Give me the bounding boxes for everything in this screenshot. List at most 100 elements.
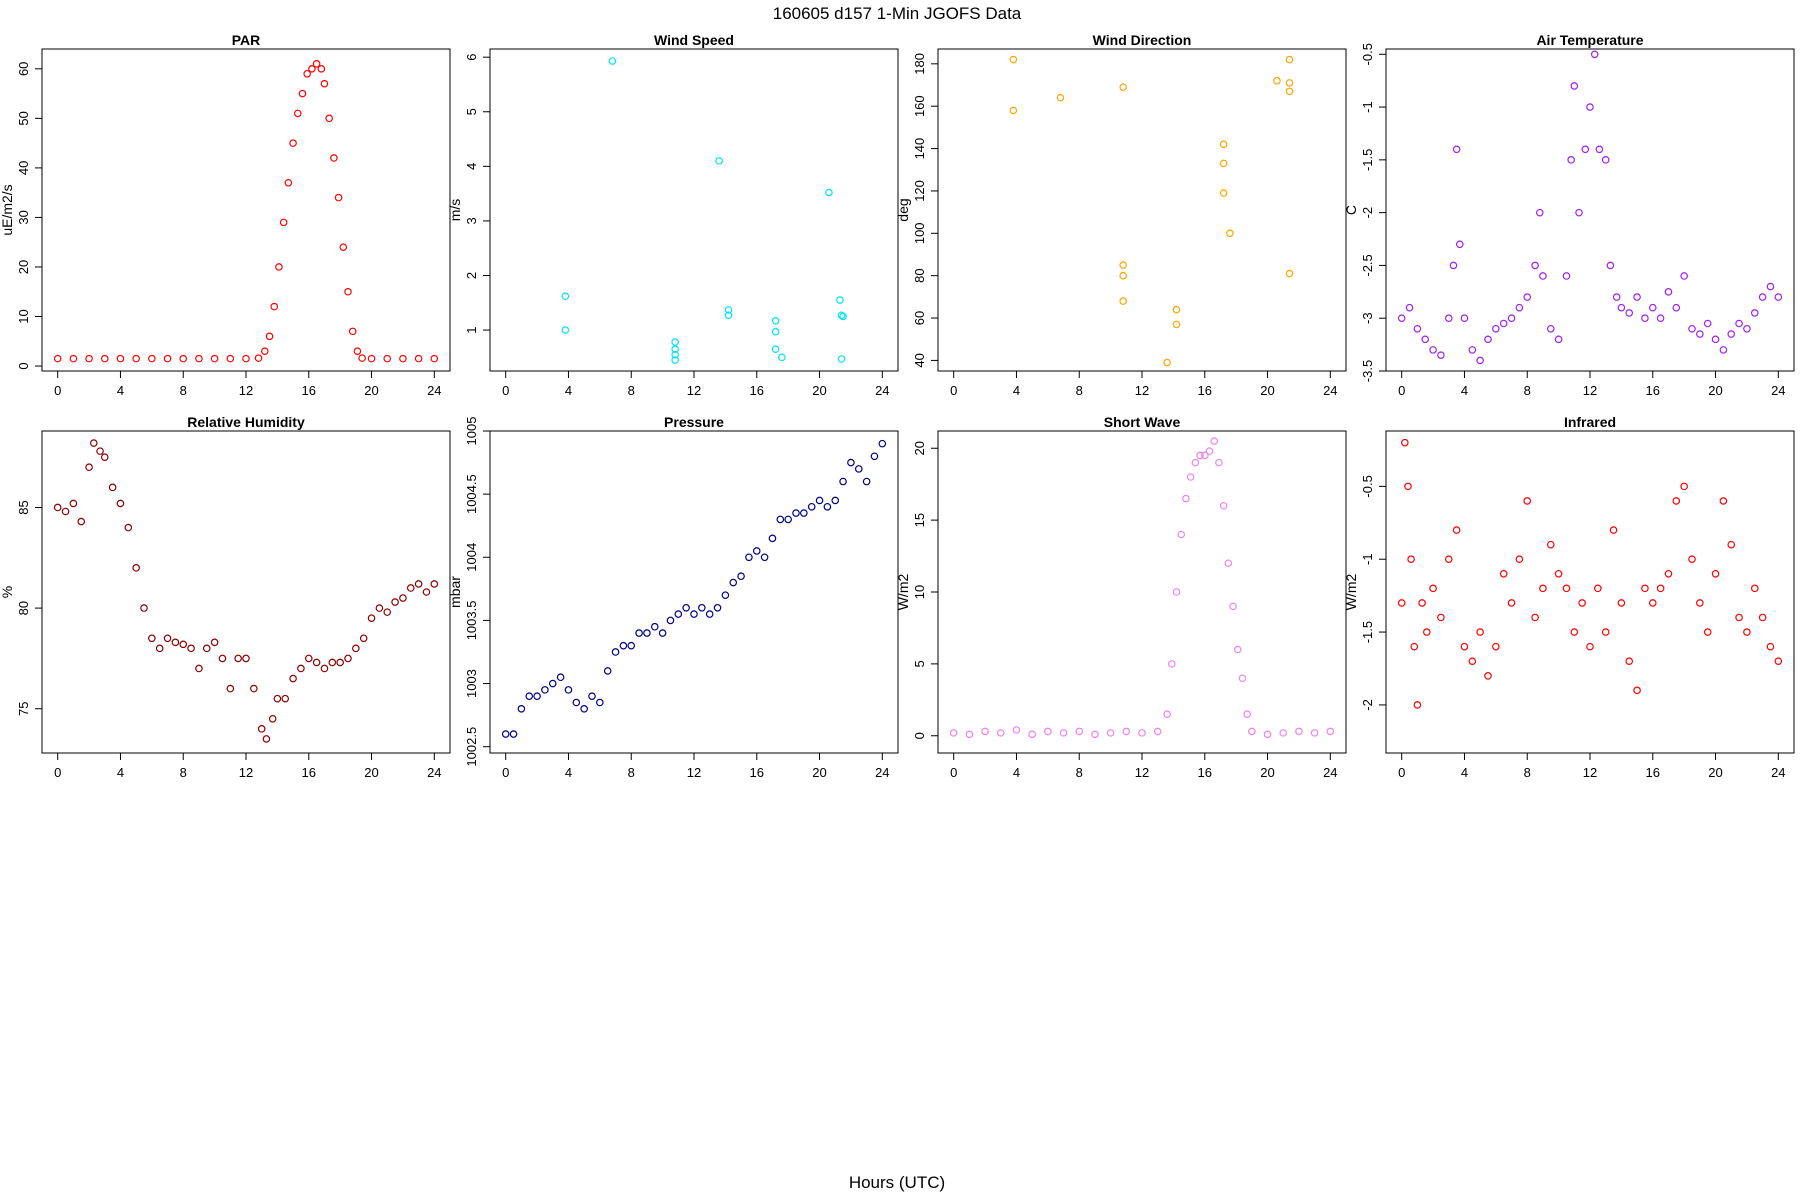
- x-tick-label: 4: [1461, 765, 1468, 780]
- data-point: [949, 729, 958, 737]
- data-point: [1056, 93, 1065, 102]
- x-tick-label: 12: [239, 765, 253, 780]
- data-point: [406, 584, 415, 592]
- data-point: [77, 517, 86, 526]
- data-point: [854, 465, 863, 473]
- y-tick-label: 4: [464, 163, 479, 170]
- data-point: [1405, 303, 1414, 312]
- data-point: [218, 654, 227, 663]
- data-point: [1546, 324, 1555, 333]
- data-point: [1437, 351, 1445, 359]
- y-tick-label: 3: [464, 217, 479, 224]
- panel-title: Air Temperature: [1536, 32, 1643, 48]
- data-point: [195, 664, 203, 673]
- data-point: [1285, 55, 1294, 64]
- x-tick-label: 24: [875, 383, 889, 398]
- y-tick-label: 1002.5: [464, 727, 479, 767]
- data-point: [1581, 145, 1590, 154]
- y-axis-label: deg: [895, 198, 911, 221]
- data-point: [1774, 293, 1783, 301]
- x-tick-label: 24: [1323, 765, 1337, 780]
- data-point: [525, 692, 534, 700]
- plot-frame: [1385, 430, 1795, 754]
- data-point: [367, 614, 376, 622]
- data-point: [1168, 660, 1176, 668]
- data-point: [1243, 710, 1251, 718]
- x-tick-label: 4: [117, 383, 124, 398]
- x-tick-label: 12: [1135, 765, 1149, 780]
- data-point: [359, 634, 368, 643]
- y-tick-label: -2: [1360, 207, 1375, 219]
- data-point: [509, 730, 518, 738]
- data-point: [724, 311, 733, 320]
- data-point: [1106, 729, 1115, 737]
- data-point: [202, 644, 211, 653]
- data-point: [1285, 79, 1294, 87]
- data-point: [261, 347, 269, 355]
- data-point: [336, 658, 344, 667]
- data-point: [132, 354, 140, 363]
- y-tick-label: 60: [16, 62, 31, 76]
- data-point: [698, 603, 706, 612]
- data-point: [1484, 671, 1492, 680]
- data-point: [1215, 458, 1223, 467]
- data-point: [1735, 319, 1743, 328]
- x-tick-label: 8: [180, 765, 187, 780]
- data-point: [1625, 309, 1634, 317]
- data-point: [1138, 729, 1146, 737]
- y-tick-label: 10: [16, 309, 31, 323]
- y-ticks: 75 80 85: [16, 500, 42, 716]
- data-point: [1444, 314, 1453, 323]
- data-point: [690, 610, 698, 618]
- data-point: [1719, 346, 1728, 354]
- y-ticks: -2 -1.5 -1 -0.5: [1360, 475, 1386, 711]
- data-point: [1484, 335, 1492, 344]
- plot-frame: [41, 48, 451, 372]
- data-point: [1507, 599, 1516, 607]
- data-point: [1727, 540, 1736, 549]
- data-point: [1476, 628, 1484, 636]
- data-point: [836, 296, 844, 304]
- data-point: [1455, 240, 1464, 249]
- y-ticks: 1002.5 1003 1003.5 1004 1004.5 1005: [464, 417, 490, 767]
- data-point: [1410, 642, 1419, 651]
- data-point: [658, 629, 667, 637]
- x-tick-label: 16: [1646, 765, 1660, 780]
- data-point: [308, 65, 316, 73]
- data-point: [1539, 272, 1547, 280]
- data-point: [556, 673, 565, 682]
- x-tick-label: 8: [628, 383, 635, 398]
- data-point: [608, 57, 617, 65]
- data-point: [1743, 628, 1751, 636]
- data-point: [344, 654, 352, 663]
- data-point: [1413, 701, 1422, 709]
- y-tick-label: 40: [16, 161, 31, 175]
- data-point: [823, 502, 832, 511]
- data-point: [383, 354, 392, 363]
- data-point: [1012, 726, 1021, 734]
- data-point: [352, 644, 360, 653]
- y-tick-label: 1005: [464, 417, 479, 446]
- data-point: [825, 188, 833, 197]
- x-tick-label: 0: [950, 765, 957, 780]
- data-point: [650, 622, 659, 631]
- data-point: [1554, 569, 1563, 578]
- data-point: [721, 591, 730, 599]
- y-ticks: 1 2 3 4 5 6: [464, 54, 490, 334]
- y-tick-label: 1004.5: [464, 474, 479, 514]
- data-point: [561, 326, 570, 334]
- panel-4: Relative Humidity 0 4 8 12 16 20 24 75 80 85%: [0, 414, 451, 780]
- data-point: [1711, 335, 1720, 344]
- data-point: [53, 354, 62, 363]
- data-point: [1609, 526, 1618, 534]
- data-point: [619, 641, 628, 650]
- data-point: [1205, 447, 1214, 455]
- y-tick-label: 100: [912, 222, 927, 244]
- data-point: [1499, 569, 1508, 578]
- data-point: [1539, 584, 1547, 593]
- x-tick-label: 12: [687, 765, 701, 780]
- data-point: [1310, 729, 1319, 737]
- data-point: [572, 698, 581, 707]
